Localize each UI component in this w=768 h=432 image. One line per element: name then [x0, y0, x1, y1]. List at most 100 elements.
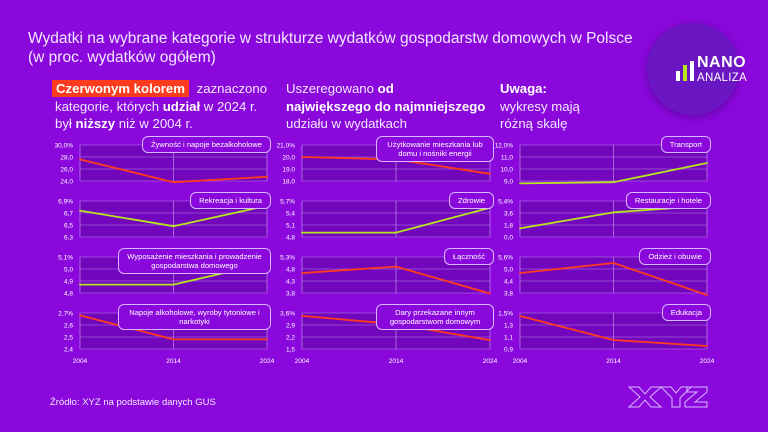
- note-bold: Uwaga:: [500, 81, 547, 96]
- y-tick-label: 3,6%: [280, 311, 295, 318]
- note-scale-warning: Uwaga: wykresy mają różną skalę: [500, 80, 580, 133]
- note-text: wykresy mają: [500, 98, 580, 114]
- y-tick-label: 5,1%: [58, 255, 73, 262]
- y-tick-label: 4,8: [286, 267, 295, 274]
- series-line-segment: [612, 262, 708, 296]
- y-tick-label: 6,3: [64, 235, 73, 242]
- y-tick-label: 21,0%: [277, 143, 296, 150]
- chart-title-label: Łączność: [443, 248, 494, 265]
- x-tick-label: 2004: [73, 358, 88, 365]
- note-red-color: Czerwonym kolorem zaznaczono kategorie, …: [52, 80, 267, 133]
- note-text: różną skalę: [500, 116, 568, 131]
- y-tick-label: 10,0: [500, 167, 513, 174]
- x-tick-label: 2004: [513, 358, 528, 365]
- y-tick-label: 1,8: [504, 223, 513, 230]
- chart-title-label: Edukacja: [661, 304, 711, 321]
- y-tick-label: 5,1: [286, 223, 295, 230]
- series-line-segment: [395, 265, 491, 295]
- bar-chart-icon: [676, 61, 694, 81]
- y-tick-label: 9,0: [504, 179, 513, 186]
- x-tick-label: 2004: [295, 358, 310, 365]
- y-tick-label: 0,9: [504, 347, 513, 354]
- y-tick-label: 1,5%: [498, 311, 513, 318]
- x-tick-label: 2014: [606, 358, 621, 365]
- y-tick-label: 1,1: [504, 335, 513, 342]
- y-tick-label: 2,7%: [58, 311, 73, 318]
- y-tick-label: 4,3: [286, 279, 295, 286]
- series-line-segment: [172, 204, 268, 228]
- source-note: Źródło: XYZ na podstawie danych GUS: [50, 397, 216, 408]
- nano-analiza-logo: NANO ANALIZA: [647, 23, 747, 115]
- y-tick-label: 1,5: [286, 347, 295, 354]
- chart-title-label: Użytkowanie mieszkania lub domu i nośnik…: [376, 136, 494, 162]
- y-tick-label: 6,5: [64, 223, 73, 230]
- series-line-segment: [301, 265, 397, 274]
- y-tick-label: 3,8: [286, 291, 295, 298]
- title-line-1: Wydatki na wybrane kategorie w strukturz…: [28, 30, 633, 47]
- y-tick-label: 4,8: [64, 291, 73, 298]
- series-line-segment: [612, 162, 708, 184]
- y-tick-label: 6,9%: [58, 199, 73, 206]
- chart-title-label: Odzież i obuwie: [639, 248, 711, 265]
- x-tick-label: 2024: [483, 358, 498, 365]
- y-tick-label: 4,8: [286, 235, 295, 242]
- page-title: Wydatki na wybrane kategorie w strukturz…: [28, 29, 648, 67]
- y-tick-label: 5,6%: [498, 255, 513, 262]
- series-line-segment: [612, 339, 708, 347]
- y-tick-label: 28,0: [60, 155, 73, 162]
- y-tick-label: 3,6: [504, 211, 513, 218]
- note-bold: od: [377, 81, 394, 96]
- x-tick-label: 2024: [700, 358, 715, 365]
- logo-text-analiza: ANALIZA: [697, 72, 748, 84]
- y-tick-label: 18,0: [282, 179, 295, 186]
- note-text: kategorie, których: [55, 98, 163, 114]
- series-line-segment: [395, 206, 491, 234]
- chart-title-label: Transport: [660, 136, 711, 153]
- y-tick-label: 0,0: [504, 235, 513, 242]
- y-tick-label: 1,3: [504, 323, 513, 330]
- chart-title-label: Restauracje i hotele: [625, 192, 711, 209]
- y-tick-label: 4,4: [504, 279, 513, 286]
- x-tick-label: 2014: [166, 358, 181, 365]
- y-tick-label: 5,0: [64, 267, 73, 274]
- series-line-segment: [519, 181, 615, 185]
- note-ordering: Uszeregowano od największego do najmniej…: [286, 80, 485, 133]
- y-tick-label: 11,0: [501, 155, 514, 162]
- y-tick-label: 2,9: [286, 323, 295, 330]
- note-text: niż w 2004 r.: [115, 116, 193, 131]
- y-tick-label: 20,0: [282, 155, 295, 162]
- chart-title-label: Zdrowie: [448, 192, 494, 209]
- y-tick-label: 2,2: [286, 335, 295, 342]
- y-tick-label: 5,3%: [280, 255, 295, 262]
- series-line-segment: [172, 175, 268, 184]
- y-tick-label: 2,6: [64, 323, 73, 330]
- series-line-segment: [519, 315, 615, 341]
- y-tick-label: 24,0: [60, 179, 73, 186]
- y-tick-label: 5,4: [286, 211, 295, 218]
- note-text: Uszeregowano: [286, 81, 378, 96]
- y-tick-label: 2,4: [64, 347, 73, 354]
- series-line-segment: [519, 262, 615, 274]
- chart-title-label: Rekreacja i kultura: [190, 192, 271, 209]
- logo-text-nano: NANO: [697, 54, 747, 71]
- y-tick-label: 26,0: [60, 167, 73, 174]
- y-tick-label: 5,0: [504, 267, 513, 274]
- series-line-segment: [79, 158, 175, 184]
- series-line-segment: [79, 209, 175, 228]
- note-text: zaznaczono: [196, 81, 268, 96]
- x-tick-label: 2014: [389, 358, 404, 365]
- xyz-logo: [627, 386, 708, 408]
- y-tick-label: 19,0: [282, 167, 295, 174]
- note-text: był: [55, 116, 76, 131]
- y-tick-label: 3,8: [504, 291, 513, 298]
- y-tick-label: 2,5: [64, 335, 73, 342]
- note-text: w 2024 r.: [200, 98, 258, 114]
- y-tick-label: 4,9: [64, 279, 73, 286]
- y-tick-label: 6,7: [64, 211, 73, 218]
- note-bold: udział: [162, 98, 201, 114]
- y-tick-label: 12,0%: [495, 143, 514, 150]
- series-line-segment: [519, 211, 615, 230]
- y-tick-label: 5,7%: [280, 199, 295, 206]
- chart-title-label: Dary przekazane innym gospodarstwom domo…: [376, 304, 494, 330]
